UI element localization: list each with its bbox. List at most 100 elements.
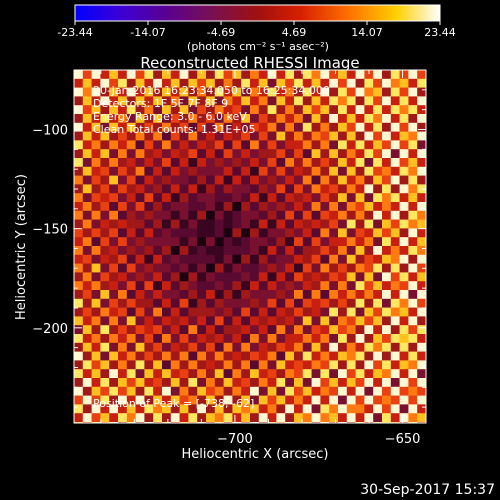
heatmap-cell [223, 369, 233, 379]
heatmap-cell [267, 413, 277, 423]
heatmap-cell [408, 140, 418, 150]
heatmap-cell [232, 78, 242, 88]
heatmap-cell [241, 281, 251, 291]
heatmap-cell [408, 87, 418, 97]
heatmap-cell [74, 131, 84, 141]
heatmap-cell [162, 237, 172, 247]
heatmap-cell [355, 158, 365, 168]
heatmap-cell [250, 219, 260, 229]
heatmap-cell [100, 158, 110, 168]
heatmap-cell [346, 96, 356, 106]
heatmap-cell [302, 96, 312, 106]
heatmap-cell [162, 395, 172, 405]
heatmap-cell [320, 210, 330, 220]
heatmap-cell [118, 307, 128, 317]
heatmap-cell [250, 272, 260, 282]
heatmap-cell [417, 386, 426, 396]
heatmap-cell [162, 184, 172, 194]
heatmap-cell [82, 184, 92, 194]
heatmap-cell [223, 158, 233, 168]
heatmap-cell [126, 254, 136, 264]
heatmap-cell [311, 219, 321, 229]
heatmap-cell [144, 149, 154, 159]
heatmap-cell [276, 122, 286, 132]
heatmap-cell [82, 210, 92, 220]
heatmap-cell [223, 334, 233, 344]
heatmap-cell [91, 298, 101, 308]
heatmap-cell [206, 166, 216, 176]
heatmap-cell [311, 272, 321, 282]
heatmap-cell [206, 369, 216, 379]
heatmap-cell [338, 404, 348, 414]
heatmap-cell [320, 70, 330, 80]
heatmap-cell [74, 184, 84, 194]
heatmap-cell [109, 272, 119, 282]
heatmap-cell [144, 228, 154, 238]
heatmap-cell [74, 70, 84, 80]
heatmap-cell [74, 281, 84, 291]
heatmap-cell [267, 360, 277, 370]
heatmap-cell [373, 202, 383, 212]
heatmap-cell [267, 386, 277, 396]
heatmap-cell [285, 219, 295, 229]
heatmap-cell [399, 158, 409, 168]
heatmap-cell [223, 149, 233, 159]
heatmap-cell [267, 228, 277, 238]
heatmap-cell [258, 131, 268, 141]
heatmap-cell [170, 78, 180, 88]
heatmap-cell [126, 210, 136, 220]
heatmap-cell [74, 105, 84, 115]
heatmap-cell [320, 149, 330, 159]
heatmap-cell [144, 70, 154, 80]
heatmap-cell [214, 131, 224, 141]
heatmap-cell [364, 184, 374, 194]
heatmap-cell [390, 193, 400, 203]
heatmap-cell [91, 122, 101, 132]
heatmap-cell [302, 298, 312, 308]
heatmap-cell [294, 378, 304, 388]
heatmap-cell [364, 386, 374, 396]
heatmap-cell [382, 87, 392, 97]
heatmap-cell [100, 114, 110, 124]
heatmap-cell [267, 378, 277, 388]
heatmap-cell [241, 369, 251, 379]
heatmap-cell [364, 122, 374, 132]
heatmap-cell [329, 334, 339, 344]
heatmap-cell [188, 131, 198, 141]
heatmap-cell [100, 281, 110, 291]
heatmap-cell [144, 158, 154, 168]
heatmap-cell [82, 237, 92, 247]
colorbar-ticks: -23.44 -14.07 -4.69 4.69 14.07 23.44 [57, 21, 456, 39]
heatmap-cell [118, 158, 128, 168]
heatmap-cell [408, 369, 418, 379]
heatmap-cell [408, 307, 418, 317]
heatmap-cell [241, 131, 251, 141]
heatmap-cell [382, 96, 392, 106]
heatmap-cell [285, 246, 295, 256]
heatmap-cell [82, 307, 92, 317]
heatmap-cell [320, 378, 330, 388]
heatmap-cell [285, 281, 295, 291]
heatmap-cell [144, 184, 154, 194]
heatmap-cell [100, 360, 110, 370]
heatmap-cell [241, 325, 251, 335]
heatmap-cell [206, 413, 216, 423]
heatmap-cell [170, 105, 180, 115]
heatmap-cell [320, 351, 330, 361]
heatmap-cell [408, 219, 418, 229]
heatmap-cell [346, 263, 356, 273]
heatmap-cell [373, 325, 383, 335]
heatmap-cell [338, 166, 348, 176]
heatmap-cell [294, 298, 304, 308]
heatmap-cell [109, 316, 119, 326]
heatmap-cell [135, 70, 145, 80]
heatmap-cell [285, 334, 295, 344]
heatmap-cell [74, 114, 84, 124]
colorbar-tick-label: 14.07 [351, 26, 383, 39]
heatmap-cell [126, 219, 136, 229]
heatmap-cell [109, 237, 119, 247]
heatmap-cell [241, 254, 251, 264]
heatmap-cell [302, 105, 312, 115]
heatmap-cell [250, 254, 260, 264]
heatmap-cell [302, 237, 312, 247]
